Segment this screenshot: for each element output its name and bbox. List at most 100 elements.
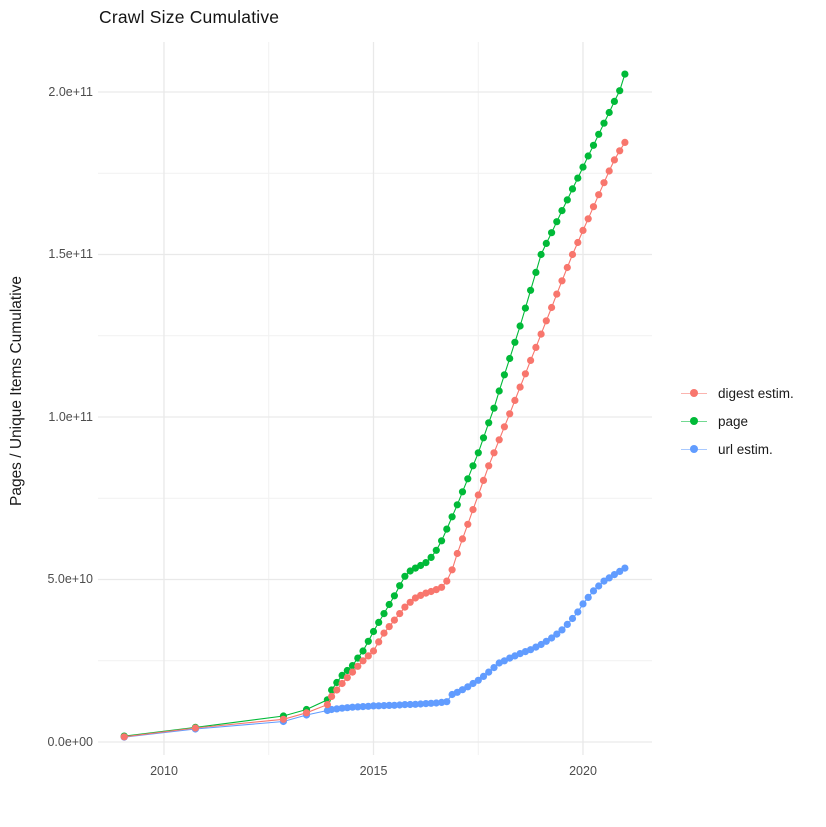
legend-item-url-estim: url estim.: [681, 435, 794, 463]
data-point: [574, 238, 582, 247]
data-point: [406, 700, 414, 709]
data-point: [558, 277, 566, 285]
data-point: [579, 600, 587, 608]
data-point: [401, 572, 409, 580]
data-point: [380, 702, 388, 710]
data-point: [406, 598, 414, 606]
data-point: [548, 229, 556, 237]
data-point: [369, 647, 378, 655]
data-point: [506, 410, 514, 418]
data-point: [500, 423, 508, 431]
data-point: [621, 138, 629, 146]
data-point: [506, 354, 514, 363]
data-point: [490, 449, 498, 457]
y-tick-label: 1.5e+11: [48, 247, 93, 261]
data-point: [568, 250, 577, 259]
data-point: [616, 567, 624, 576]
data-point: [469, 506, 477, 514]
data-point: [323, 701, 331, 709]
data-point: [328, 692, 336, 701]
data-point: [558, 626, 566, 634]
x-tick-label: 2020: [569, 764, 597, 778]
data-point: [448, 566, 456, 574]
data-point: [616, 147, 624, 155]
data-point: [464, 683, 472, 691]
data-point: [438, 537, 446, 545]
data-point: [490, 664, 498, 672]
data-point: [469, 679, 477, 688]
legend-label-page: page: [718, 413, 749, 429]
data-point: [302, 709, 311, 717]
data-point: [500, 371, 508, 379]
data-point: [574, 608, 582, 616]
data-point: [579, 226, 587, 234]
data-point: [390, 701, 398, 709]
data-point: [610, 571, 619, 579]
data-point: [458, 488, 467, 496]
data-point: [385, 701, 393, 710]
data-point: [396, 610, 404, 618]
data-point: [521, 304, 530, 312]
data-point: [553, 290, 561, 298]
data-point: [485, 419, 493, 427]
x-tick-label: 2015: [359, 764, 388, 778]
data-point: [595, 130, 603, 138]
data-point: [595, 582, 603, 590]
data-point: [548, 303, 556, 312]
data-point: [343, 704, 351, 712]
data-point: [605, 167, 613, 175]
data-point: [464, 520, 472, 528]
data-point: [464, 475, 472, 483]
data-point: [495, 387, 503, 395]
data-point: [443, 698, 451, 706]
data-point: [500, 657, 508, 665]
data-point: [537, 640, 545, 649]
data-point: [563, 196, 571, 204]
data-point: [479, 476, 488, 484]
data-point: [479, 672, 488, 681]
legend-label-digest: digest estim.: [718, 385, 794, 401]
data-point: [417, 700, 425, 708]
data-point: [354, 662, 362, 670]
data-point: [422, 559, 430, 567]
data-point: [417, 561, 425, 570]
data-point: [348, 703, 357, 711]
data-point: [589, 587, 598, 595]
data-point: [595, 191, 603, 199]
data-point: [120, 733, 128, 741]
data-point: [616, 87, 624, 95]
data-point: [485, 668, 493, 676]
data-point: [443, 525, 451, 533]
data-point: [532, 343, 540, 351]
legend-item-page: page: [681, 407, 794, 435]
data-point: [610, 97, 619, 105]
data-point: [568, 614, 577, 623]
data-point: [579, 163, 587, 171]
data-point: [443, 577, 451, 585]
data-point: [563, 620, 571, 629]
data-point: [411, 700, 419, 708]
data-point: [369, 702, 378, 710]
data-point: [328, 705, 336, 714]
data-point: [390, 616, 398, 624]
data-point: [453, 501, 461, 509]
data-point: [364, 702, 372, 710]
data-point: [584, 152, 592, 160]
data-point: [553, 218, 561, 226]
data-point: [458, 535, 467, 543]
y-axis-title: Pages / Unique Items Cumulative: [8, 275, 25, 507]
data-point: [553, 630, 561, 638]
data-point: [600, 179, 608, 187]
data-point: [485, 462, 493, 470]
data-point: [348, 662, 357, 670]
data-point: [375, 618, 383, 627]
data-point: [343, 674, 351, 682]
legend-item-digest-estim: digest estim.: [681, 379, 794, 407]
legend-key-url-icon: [681, 444, 707, 454]
data-point: [390, 592, 398, 600]
data-point: [600, 577, 608, 585]
data-point: [621, 70, 629, 78]
data-point: [364, 637, 372, 645]
series-digest-estim: [120, 138, 629, 741]
data-point: [396, 701, 404, 709]
